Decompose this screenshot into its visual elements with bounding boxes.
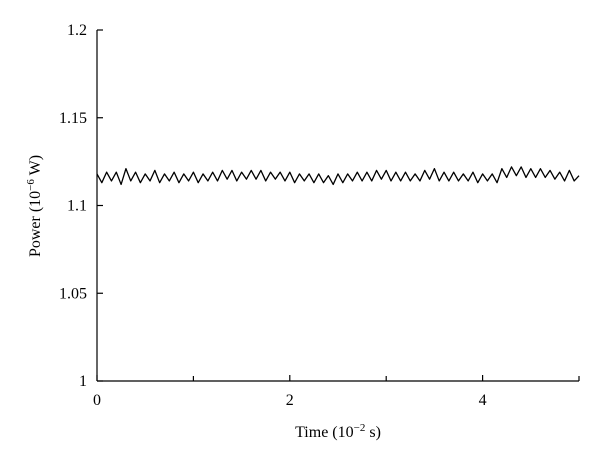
x-ticks: 0 2 4 <box>93 375 580 409</box>
x-tick-label: 4 <box>479 392 487 409</box>
y-tick-label: 1.1 <box>67 198 87 215</box>
y-axis-title-unit: W) <box>27 155 44 179</box>
y-tick-label: 1.05 <box>59 285 87 302</box>
x-axis-title: Time (10−2 s) <box>295 422 381 441</box>
x-tick-label: 2 <box>286 392 294 409</box>
power-series-line <box>96 166 580 186</box>
axes <box>96 30 579 382</box>
x-axis-title-main: Time (10 <box>295 424 354 441</box>
plot-area <box>96 166 580 186</box>
x-axis-title-unit: s) <box>365 424 381 441</box>
y-tick-label: 1.2 <box>67 22 87 39</box>
y-tick-label: 1.15 <box>59 110 87 127</box>
y-axis-title-main: Power (10 <box>27 191 44 257</box>
y-axis-title: Power (10−6 W) <box>25 155 44 257</box>
y-ticks: 1 1.05 1.1 1.15 1.2 <box>59 22 103 390</box>
y-tick-label: 1 <box>79 373 87 390</box>
x-axis-title-exponent: −2 <box>354 422 366 434</box>
x-tick-label: 0 <box>93 392 101 409</box>
y-axis-title-exponent: −6 <box>25 179 37 191</box>
